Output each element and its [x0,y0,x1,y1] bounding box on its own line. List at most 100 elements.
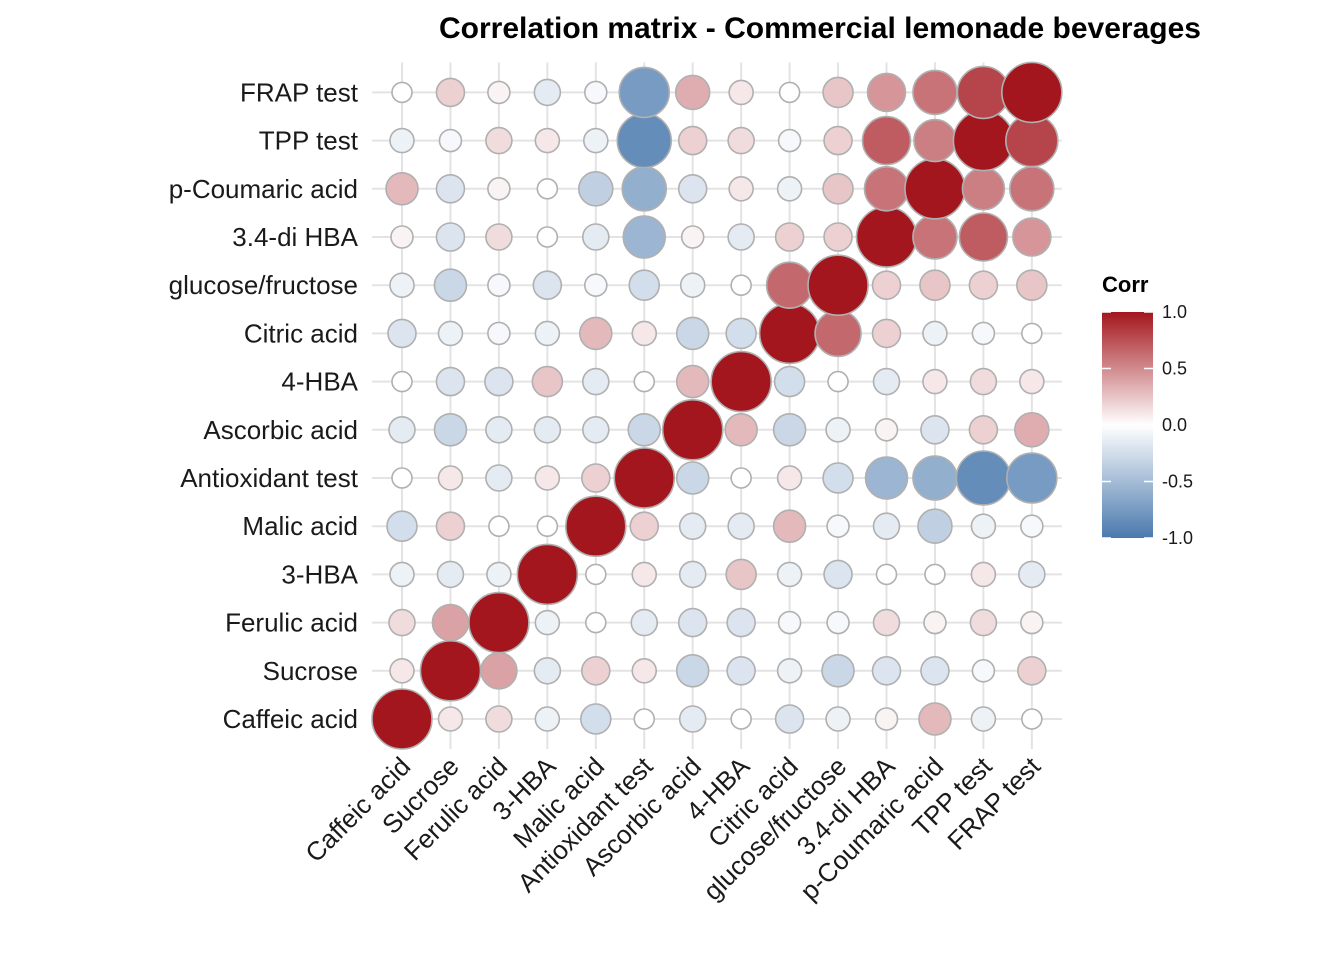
corr-cell [1019,368,1045,395]
corr-cell [679,272,706,299]
corr-cell [917,508,953,545]
corr-cell [875,563,898,586]
corr-cell [822,462,854,494]
corr-cell [584,563,607,586]
corr-cell [724,412,758,447]
corr-cell [728,79,754,106]
legend-title: Corr [1102,272,1149,297]
corr-cell [827,370,849,393]
corr-cell [912,69,958,116]
corr-cell [855,206,918,268]
corr-cell [484,366,514,397]
y-tick-label: Sucrose [263,656,358,686]
corr-cell [389,127,415,154]
corr-cell [581,415,610,444]
legend-tick-label: -1.0 [1162,528,1193,548]
corr-cell [778,81,801,104]
corr-cell [578,316,613,351]
corr-cell [1017,655,1047,686]
corr-cell [435,366,466,397]
corr-cell [823,125,853,156]
corr-cell [871,655,902,686]
corr-cell [825,706,851,732]
corr-cell [969,608,998,637]
corr-cell [866,72,907,113]
corr-cell [536,515,559,538]
corr-cell [438,128,463,153]
corr-cell [389,272,415,299]
corr-cell [874,707,899,731]
corr-cell [386,510,418,543]
corr-cell [468,591,530,654]
corr-cell [581,367,610,396]
corr-cell [776,465,803,491]
corr-cell [918,702,952,736]
corr-cell [728,176,754,202]
corr-cell [631,657,658,684]
cell-layer [371,61,1063,750]
corr-cell [919,269,951,302]
corr-cell [863,166,910,212]
corr-cell [872,367,901,396]
corr-cell [968,414,999,445]
corr-cell [435,174,466,204]
corr-cell [777,610,802,635]
y-tick-label: Antioxidant test [180,463,359,493]
corr-cell [485,126,513,155]
corr-cell [531,365,564,398]
corr-cell [823,222,853,252]
corr-cell [821,653,855,688]
corr-cell [969,367,998,396]
corr-cell [631,561,658,588]
corr-cell [773,365,806,398]
corr-cell [772,412,807,447]
corr-cell [871,318,902,349]
corr-cell [435,511,466,542]
y-tick-label: 3.4-di HBA [232,222,358,252]
corr-cell [758,302,821,365]
y-tick-labels: Caffeic acid Sucrose Ferulic acid 3-HBA Mali… [169,77,359,734]
corr-cell [1009,166,1055,212]
legend-ticks: 1.0 0.5 0.0 -0.5 -1.0 [1102,302,1193,548]
corr-cell [435,222,466,252]
corr-cell [583,80,608,105]
corr-cell [431,603,470,642]
corr-cell [633,370,656,393]
corr-cell [675,316,710,351]
corr-cell [485,223,513,251]
corr-cell [823,559,853,590]
corr-cell [1020,610,1044,635]
color-legend: Corr 1.0 0.5 0.0 -0.5 -1.0 [1102,272,1193,548]
y-tick-label: Ferulic acid [225,608,358,638]
corr-cell [730,274,752,297]
corr-cell [485,705,513,733]
corr-cell [955,450,1012,506]
corr-cell [583,273,608,298]
corr-cell [922,320,948,347]
corr-cell [912,214,958,260]
corr-cell [864,456,909,500]
corr-cell [822,76,854,109]
corr-cell [534,320,561,347]
corr-cell [579,703,612,735]
corr-cell [725,317,757,350]
grid-layer [372,62,1062,749]
corr-cell [826,610,850,635]
corr-cell [385,172,419,206]
y-tick-label: p-Coumaric acid [169,174,358,204]
corr-cell [952,109,1015,172]
corr-cell [436,560,465,589]
corr-cell [485,464,513,492]
corr-cell [677,174,708,204]
corr-cell [389,657,415,684]
corr-cell [774,704,805,734]
corr-cell [727,512,755,541]
corr-cell [582,127,609,154]
corr-cell [920,655,950,686]
corr-cell [580,463,611,493]
corr-cell [675,461,710,495]
corr-cell [486,561,512,588]
legend-tick-label: 1.0 [1162,302,1187,322]
corr-cell [622,215,667,259]
